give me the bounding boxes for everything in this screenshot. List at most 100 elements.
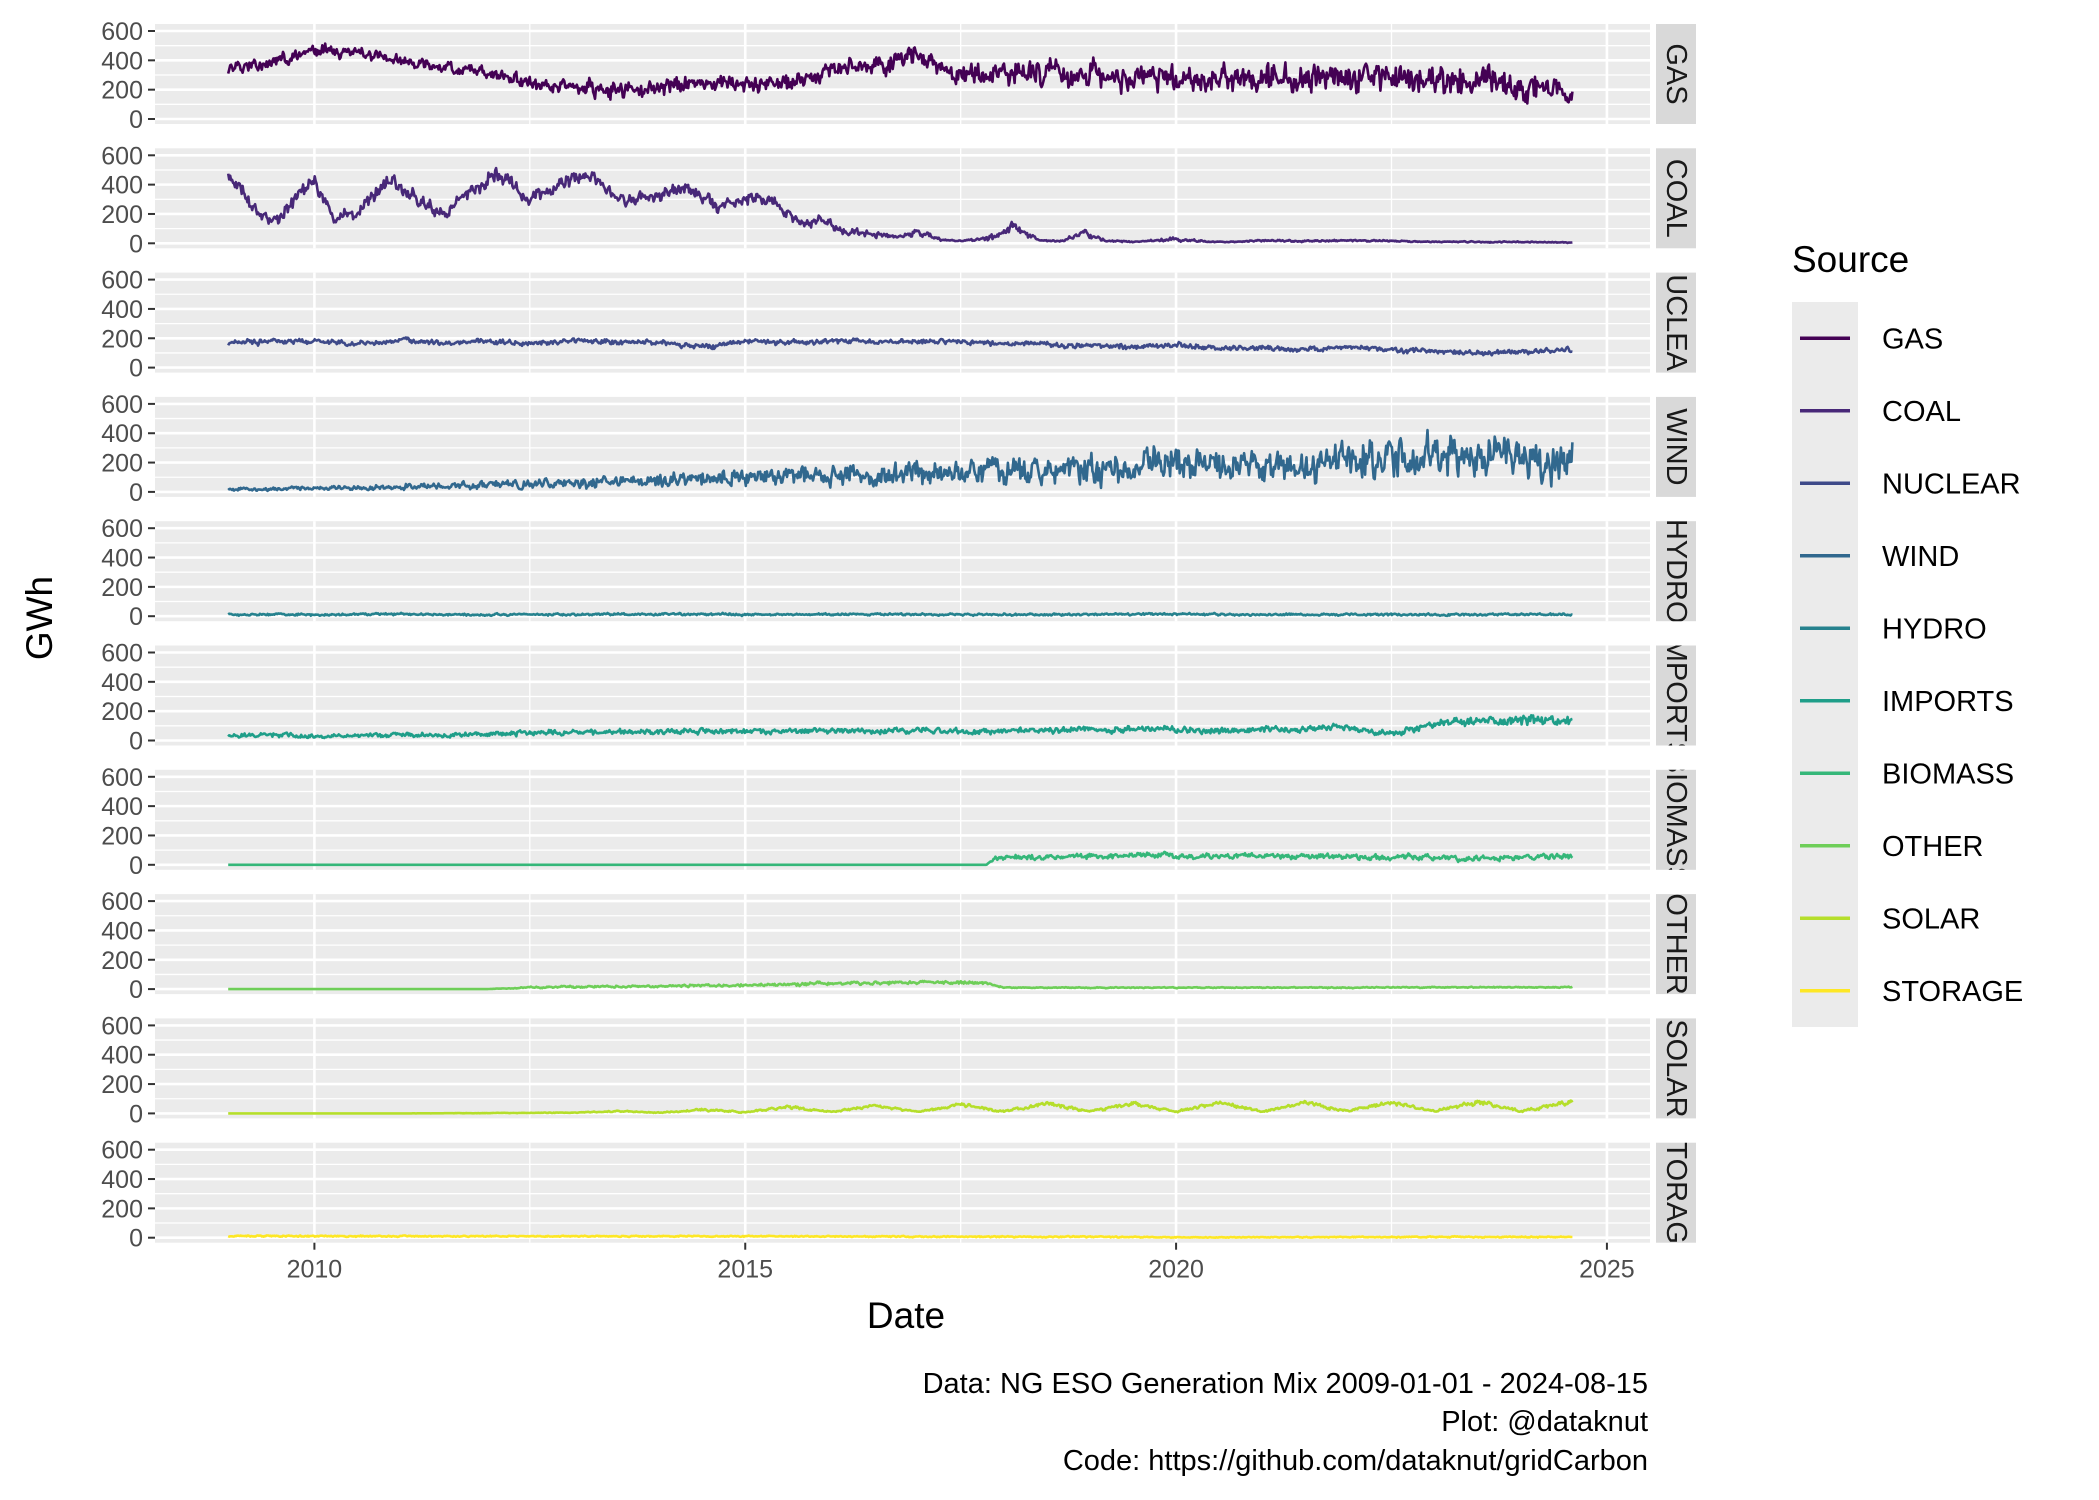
facet-strip xyxy=(1656,148,1696,249)
series-line-other xyxy=(227,979,1573,991)
series-line-wind xyxy=(227,428,1574,493)
facet-strip-label-wrap: SOLAR xyxy=(1660,1019,1692,1117)
series-line-gas xyxy=(226,42,1574,105)
y-tick-label: 0 xyxy=(129,1100,143,1128)
y-tick-label: 200 xyxy=(101,450,143,478)
facet-strip-label: HYDRO xyxy=(1660,519,1692,624)
facet-strip-label-wrap: COAL xyxy=(1660,159,1692,238)
x-tick-label: 2015 xyxy=(717,1256,773,1284)
facet-strip-label: SOLAR xyxy=(1660,1019,1692,1117)
legend-key-background xyxy=(1792,302,1858,1027)
caption-plot-credit: Plot: @dataknut xyxy=(1441,1406,1648,1438)
y-tick-label: 600 xyxy=(101,888,143,916)
y-tick-label: 200 xyxy=(101,822,143,850)
facet-strip xyxy=(1656,272,1696,373)
y-tick-label: 0 xyxy=(129,479,143,507)
y-tick-label: 400 xyxy=(101,172,143,200)
series-line-imports xyxy=(227,714,1573,740)
series-line-solar xyxy=(227,1099,1574,1115)
legend-label: NUCLEAR xyxy=(1882,468,2021,500)
facet-strip-label: BIOMASS xyxy=(1660,754,1692,886)
panel-background xyxy=(155,148,1650,249)
facet-strip-label: WIND xyxy=(1660,408,1692,485)
caption-code-link: Code: https://github.com/dataknut/gridCa… xyxy=(1063,1445,1648,1477)
panel-background xyxy=(155,894,1650,995)
facet-strip xyxy=(1656,645,1696,746)
y-tick-label: 0 xyxy=(129,603,143,631)
y-tick-label: 400 xyxy=(101,793,143,821)
legend-item-gas: GAS xyxy=(1800,323,1943,355)
facet-strip xyxy=(1656,769,1696,870)
series-line-coal xyxy=(226,166,1573,245)
y-tick-label: 600 xyxy=(101,640,143,668)
y-tick-label: 0 xyxy=(129,728,143,756)
facet-strip xyxy=(1656,521,1696,622)
facet-strip-label-wrap: STORAGE xyxy=(1660,1122,1692,1263)
x-tick-label: 2010 xyxy=(287,1256,343,1284)
y-tick-label: 200 xyxy=(101,1071,143,1099)
panel-background xyxy=(155,1142,1650,1243)
y-tick-label: 400 xyxy=(101,296,143,324)
y-tick-label: 400 xyxy=(101,917,143,945)
y-tick-label: 0 xyxy=(129,230,143,258)
legend-item-hydro: HYDRO xyxy=(1800,613,1987,645)
facet-strip xyxy=(1656,894,1696,995)
y-tick-label: 200 xyxy=(101,201,143,229)
y-tick-label: 600 xyxy=(101,142,143,170)
caption-data-source: Data: NG ESO Generation Mix 2009-01-01 -… xyxy=(923,1368,1648,1400)
y-tick-label: 400 xyxy=(101,420,143,448)
facet-strip-label: OTHER xyxy=(1660,893,1692,995)
legend: Source GAS COAL NUCLEAR WIND HYDRO IMPORTS BIO… xyxy=(1792,239,2023,1027)
legend-item-wind: WIND xyxy=(1800,541,1959,573)
y-tick-label: 400 xyxy=(101,545,143,573)
y-tick-label: 400 xyxy=(101,1042,143,1070)
y-tick-label: 600 xyxy=(101,1137,143,1165)
series-line-biomass xyxy=(227,850,1574,867)
legend-label: COAL xyxy=(1882,396,1961,428)
y-tick-label: 0 xyxy=(129,355,143,383)
panel-background xyxy=(155,521,1650,622)
series-line-nuclear xyxy=(227,336,1573,357)
legend-item-biomass: BIOMASS xyxy=(1800,758,2014,790)
y-tick-label: 0 xyxy=(129,1225,143,1253)
y-tick-label: 200 xyxy=(101,698,143,726)
legend-item-imports: IMPORTS xyxy=(1800,686,2014,718)
facet-strip-label-wrap: HYDRO xyxy=(1660,519,1692,624)
legend-label: HYDRO xyxy=(1882,613,1987,645)
legend-label: GAS xyxy=(1882,323,1943,355)
legend-label: SOLAR xyxy=(1882,903,1980,935)
legend-label: STORAGE xyxy=(1882,976,2023,1008)
facet-strip-label-wrap: NUCLEAR xyxy=(1660,253,1692,392)
y-tick-label: 200 xyxy=(101,947,143,975)
legend-label: BIOMASS xyxy=(1882,758,2014,790)
y-tick-label: 400 xyxy=(101,1166,143,1194)
x-tick-label: 2020 xyxy=(1148,1256,1204,1284)
facet-strip-label: IMPORTS xyxy=(1660,630,1692,762)
legend-item-solar: SOLAR xyxy=(1800,903,1980,935)
facet-strip-label-wrap: IMPORTS xyxy=(1660,630,1692,762)
y-tick-label: 200 xyxy=(101,77,143,105)
legend-item-coal: COAL xyxy=(1800,396,1961,428)
legend-title: Source xyxy=(1792,239,1909,280)
series-line-hydro xyxy=(227,611,1573,618)
facet-strip-label: NUCLEAR xyxy=(1660,253,1692,392)
panel-background xyxy=(155,272,1650,373)
y-tick-label: 200 xyxy=(101,325,143,353)
facet-strip-label-wrap: OTHER xyxy=(1660,893,1692,995)
y-tick-label: 600 xyxy=(101,391,143,419)
y-tick-label: 200 xyxy=(101,1195,143,1223)
y-tick-label: 600 xyxy=(101,267,143,295)
y-tick-label: 600 xyxy=(101,18,143,46)
facet-strip xyxy=(1656,1018,1696,1119)
facet-strip-label: STORAGE xyxy=(1660,1122,1692,1263)
